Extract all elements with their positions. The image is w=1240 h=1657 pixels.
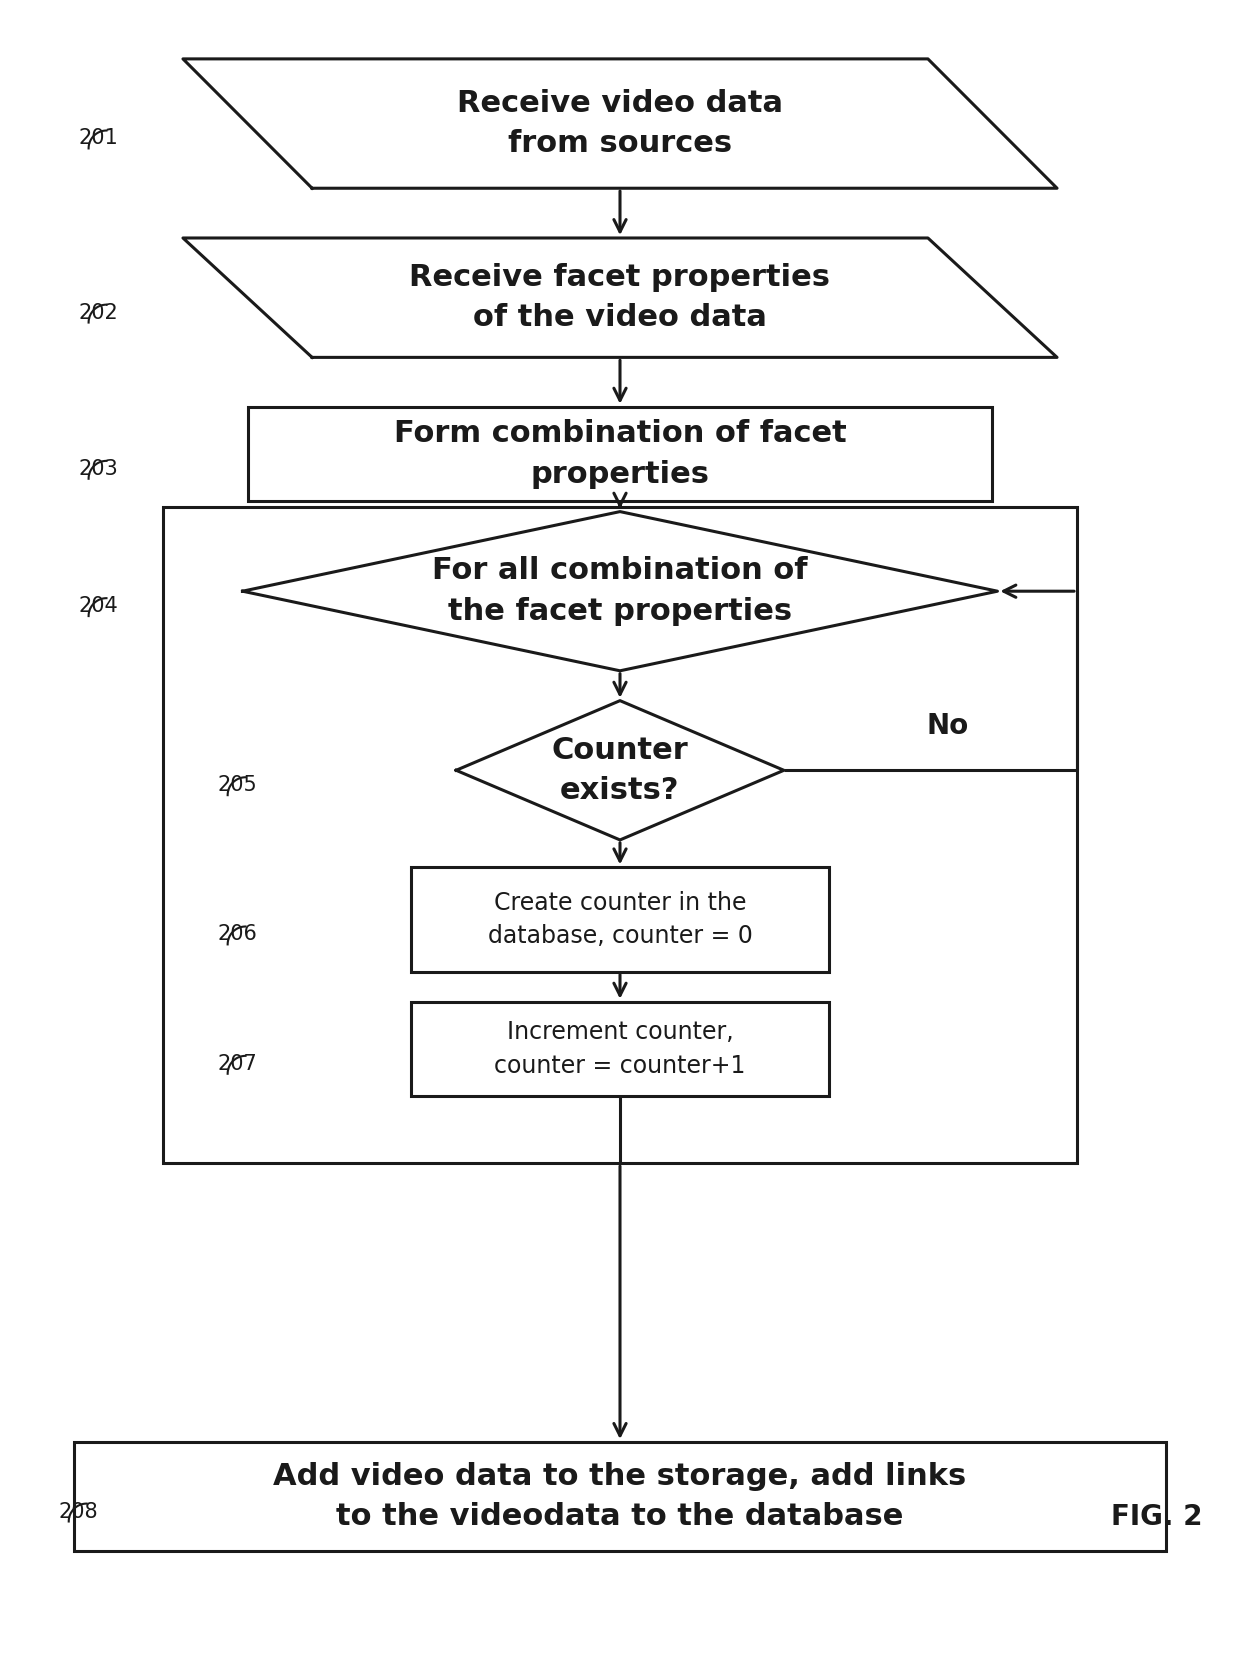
Text: 204: 204	[78, 597, 118, 616]
Bar	[248, 406, 992, 500]
Text: For all combination of
the facet properties: For all combination of the facet propert…	[433, 557, 807, 626]
Bar	[164, 507, 1076, 1163]
Bar	[412, 1001, 828, 1097]
Polygon shape	[456, 701, 784, 840]
Text: 208: 208	[58, 1501, 98, 1521]
Bar	[412, 867, 828, 971]
Text: 206: 206	[218, 925, 258, 944]
Text: 202: 202	[78, 303, 118, 323]
Polygon shape	[184, 239, 1056, 358]
Text: No: No	[926, 711, 968, 739]
Bar	[73, 1442, 1167, 1551]
Polygon shape	[184, 60, 1056, 189]
Text: Increment counter,
counter = counter+1: Increment counter, counter = counter+1	[495, 1021, 745, 1077]
Text: Create counter in the
database, counter = 0: Create counter in the database, counter …	[487, 891, 753, 948]
Text: Counter
exists?: Counter exists?	[552, 736, 688, 805]
Text: Add video data to the storage, add links
to the videodata to the database: Add video data to the storage, add links…	[273, 1461, 967, 1531]
Text: 205: 205	[218, 775, 258, 795]
Text: 207: 207	[218, 1054, 258, 1074]
Text: Form combination of facet
properties: Form combination of facet properties	[393, 419, 847, 489]
Text: 203: 203	[78, 459, 118, 479]
Polygon shape	[243, 512, 997, 671]
Text: Receive facet properties
of the video data: Receive facet properties of the video da…	[409, 263, 831, 333]
Text: Receive video data
from sources: Receive video data from sources	[458, 89, 782, 159]
Text: 201: 201	[78, 129, 118, 149]
Text: FIG. 2: FIG. 2	[1111, 1503, 1202, 1531]
